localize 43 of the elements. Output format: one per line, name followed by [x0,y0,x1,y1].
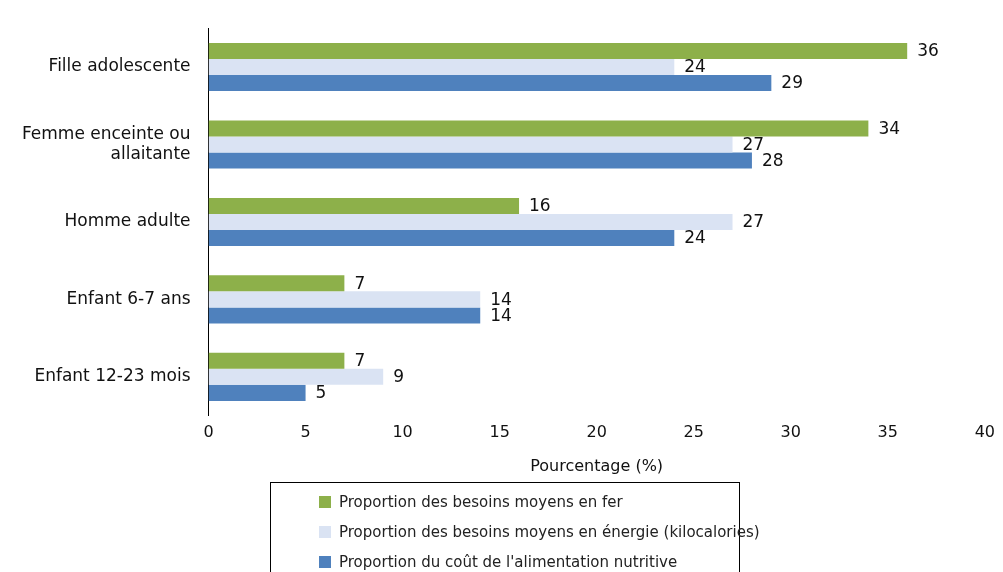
x-tick-label: 35 [877,422,898,442]
bar [208,384,306,401]
y-tick-label: Femme enceinte ou allaitante [22,122,191,164]
data-label: 36 [917,40,939,61]
data-label: 7 [354,272,366,293]
bar [208,120,869,137]
bar [208,197,520,214]
x-tick-label: 25 [683,422,704,442]
data-label: 27 [742,211,765,232]
data-label: 16 [529,195,551,216]
bar [208,229,675,246]
x-tick-label: 30 [780,422,801,442]
bar [208,213,733,230]
bar [208,136,733,153]
x-tick-label: 15 [489,422,510,442]
x-tick-label: 10 [392,422,413,442]
x-tick-label: 20 [586,422,607,442]
x-tick-label: 5 [300,422,311,442]
data-label: 7 [354,350,366,371]
x-axis-title: Pourcentage (%) [530,455,664,475]
y-tick-label: Enfant 6-7 ans [66,287,191,308]
data-label: 24 [684,227,706,248]
bar [208,368,384,385]
bar [208,275,345,292]
bar [208,42,908,59]
data-label: 29 [781,72,803,93]
data-label: 5 [315,382,327,403]
data-label: 34 [878,117,901,138]
bar [208,352,345,369]
legend-label: Proportion des besoins moyens en fer [339,493,623,511]
legend-label: Proportion du coût de l'alimentation nutritive [339,553,678,571]
y-tick-label: Fille adolescente [48,55,191,76]
y-tick-label: Enfant 12-23 mois [34,365,191,386]
bar [208,74,772,91]
bar [208,152,752,169]
x-tick-label: 0 [203,422,214,442]
data-label: 9 [393,366,405,387]
bar [208,291,481,308]
bar [208,58,675,75]
data-label: 24 [684,56,706,77]
y-tick-label: Homme adulte [64,210,191,231]
bar [208,307,481,324]
x-tick-label: 40 [974,422,995,442]
